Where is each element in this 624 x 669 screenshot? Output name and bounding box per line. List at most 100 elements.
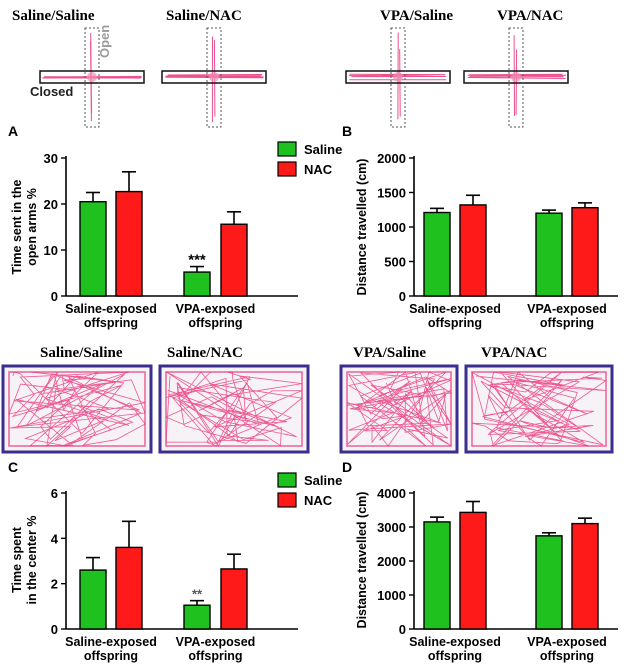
field-border <box>158 364 310 454</box>
bar-nac-1 <box>459 511 487 630</box>
y-tick-label: 4 <box>51 531 59 546</box>
y-axis-label-line-2: open arms % <box>25 188 39 266</box>
plus-maze-row: Saline/Saline Saline/NAC VPA/Saline VPA/… <box>12 8 569 128</box>
y-tick-label: 2000 <box>377 554 406 569</box>
chart-panel-d: D 0 1000 2000 3000 4000 Distance travelled (c… <box>342 459 618 663</box>
category-label-line-2: offspring <box>428 316 482 330</box>
panel-letter-d: D <box>342 459 352 475</box>
plus-maze-2 <box>161 27 267 128</box>
category-label-line-1: Saline-exposed <box>409 302 501 316</box>
category-label-2: VPA-exposed offspring <box>176 302 256 330</box>
bar-nac-1 <box>115 190 143 297</box>
maze-center-blob <box>87 72 97 82</box>
field-wall-track <box>165 371 303 447</box>
maze-label-saline-saline: Saline/Saline <box>12 8 95 24</box>
bar-saline-1 <box>423 521 451 630</box>
legend-label-nac: NAC <box>304 162 333 177</box>
category-label-line-1: VPA-exposed <box>527 302 607 316</box>
y-tick-label: 4000 <box>377 486 406 501</box>
y-tick-label: 0 <box>51 289 58 304</box>
field-border <box>464 364 614 454</box>
category-label-1: Saline-exposed offspring <box>65 302 157 330</box>
category-label-1: Saline-exposed offspring <box>409 635 501 663</box>
category-label-line-1: Saline-exposed <box>65 302 157 316</box>
field-border <box>1 364 153 454</box>
category-label-line-2: offspring <box>540 649 594 663</box>
category-label-2: VPA-exposed offspring <box>527 302 607 330</box>
maze-center-blob <box>393 72 403 82</box>
open-field-3 <box>339 364 459 454</box>
bar-nac-1 <box>459 204 487 297</box>
category-label-1: Saline-exposed offspring <box>409 302 501 330</box>
bar-saline-2 <box>183 604 211 630</box>
field-track <box>8 371 146 448</box>
category-label-1: Saline-exposed offspring <box>65 635 157 663</box>
y-axis-label-line-2: in the center % <box>25 516 39 605</box>
y-tick-label: 3000 <box>377 520 406 535</box>
maze-label-vpa-nac: VPA/NAC <box>497 8 563 24</box>
maze-label-vpa-saline: VPA/Saline <box>380 8 453 24</box>
bar-saline-1 <box>423 211 451 297</box>
field-track <box>164 371 303 447</box>
maze-center-blob <box>511 72 521 82</box>
plus-maze-4 <box>463 27 569 128</box>
legend-swatch-saline <box>277 472 297 488</box>
maze-open-arms <box>390 27 406 128</box>
maze-open-arms <box>508 27 524 128</box>
bar-nac-2 <box>220 568 248 630</box>
open-field-row: Saline/Saline Saline/NAC VPA/Saline VPA/… <box>1 345 614 454</box>
panel-letter-c: C <box>8 459 18 475</box>
category-label-2: VPA-exposed offspring <box>527 635 607 663</box>
maze-closed-arms <box>345 70 451 84</box>
y-axis-label: Time sent in theopen arms % <box>10 179 39 274</box>
maze-label-saline-nac: Saline/NAC <box>166 8 242 24</box>
y-tick-label: 2000 <box>377 151 406 166</box>
bar-saline-2 <box>535 535 563 630</box>
y-axis-label: Distance travelled (cm) <box>355 492 369 629</box>
category-label-line-1: VPA-exposed <box>527 635 607 649</box>
maze-open-arms <box>84 27 100 128</box>
field-label-saline-saline: Saline/Saline <box>40 345 123 361</box>
bar-nac-2 <box>220 223 248 297</box>
category-label-line-2: offspring <box>188 649 242 663</box>
y-tick-label: 20 <box>44 197 58 212</box>
panel-letter-b: B <box>342 123 352 139</box>
maze-closed-arms <box>161 70 267 84</box>
y-tick-label: 6 <box>51 486 58 501</box>
closed-arm-label: Closed <box>30 84 73 99</box>
legend-label-saline: Saline <box>304 473 342 488</box>
maze-center-blob <box>209 72 219 82</box>
legend-swatch-nac <box>277 492 297 508</box>
y-axis-label-line-1: Time spent <box>10 526 24 593</box>
bar-saline-2 <box>535 212 563 297</box>
category-label-line-2: offspring <box>188 316 242 330</box>
legend-label-saline: Saline <box>304 142 342 157</box>
field-wall-track <box>346 371 452 447</box>
category-label-line-1: Saline-exposed <box>409 635 501 649</box>
bar-saline-2 <box>183 271 211 297</box>
field-wall-track <box>8 371 146 447</box>
maze-closed-arms <box>39 70 145 84</box>
open-field-1 <box>1 364 153 454</box>
chart-panel-c: C 0 2 4 6 Time spentin the center % ** Saline-… <box>8 459 342 663</box>
chart-panel-b: B 0 500 1000 1500 2000 Distance travelled (cm… <box>342 123 618 330</box>
y-tick-label: 2 <box>51 577 58 592</box>
y-tick-label: 1000 <box>377 220 406 235</box>
y-tick-label: 0 <box>399 622 406 637</box>
category-label-line-1: VPA-exposed <box>176 302 256 316</box>
y-tick-label: 1000 <box>377 588 406 603</box>
plus-maze-1 <box>39 27 145 128</box>
category-label-line-2: offspring <box>428 649 482 663</box>
y-tick-label: 500 <box>384 255 406 270</box>
legend-swatch-saline <box>277 141 297 157</box>
open-field-4 <box>464 364 614 454</box>
legend-label-nac: NAC <box>304 493 333 508</box>
bar-nac-2 <box>571 522 599 630</box>
field-border <box>339 364 459 454</box>
panel-letter-a: A <box>8 123 18 139</box>
category-label-line-2: offspring <box>84 316 138 330</box>
open-arm-label: Open <box>97 25 112 58</box>
y-tick-label: 0 <box>51 622 58 637</box>
field-wall-track <box>471 371 607 447</box>
field-label-vpa-nac: VPA/NAC <box>481 345 547 361</box>
